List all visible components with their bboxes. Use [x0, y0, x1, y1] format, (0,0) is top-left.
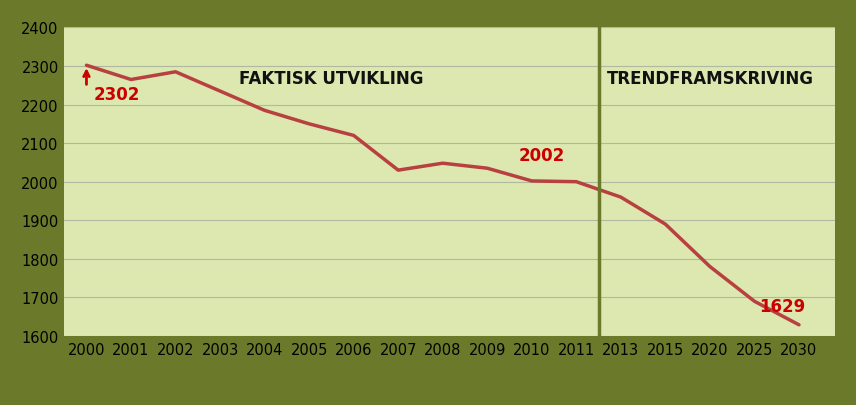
Text: 1629: 1629 [759, 297, 805, 315]
Text: 2002: 2002 [519, 147, 565, 165]
Text: TRENDFRAMSKRIVING: TRENDFRAMSKRIVING [606, 69, 813, 87]
Text: FAKTISK UTVIKLING: FAKTISK UTVIKLING [239, 69, 424, 87]
Text: 2302: 2302 [93, 85, 140, 104]
